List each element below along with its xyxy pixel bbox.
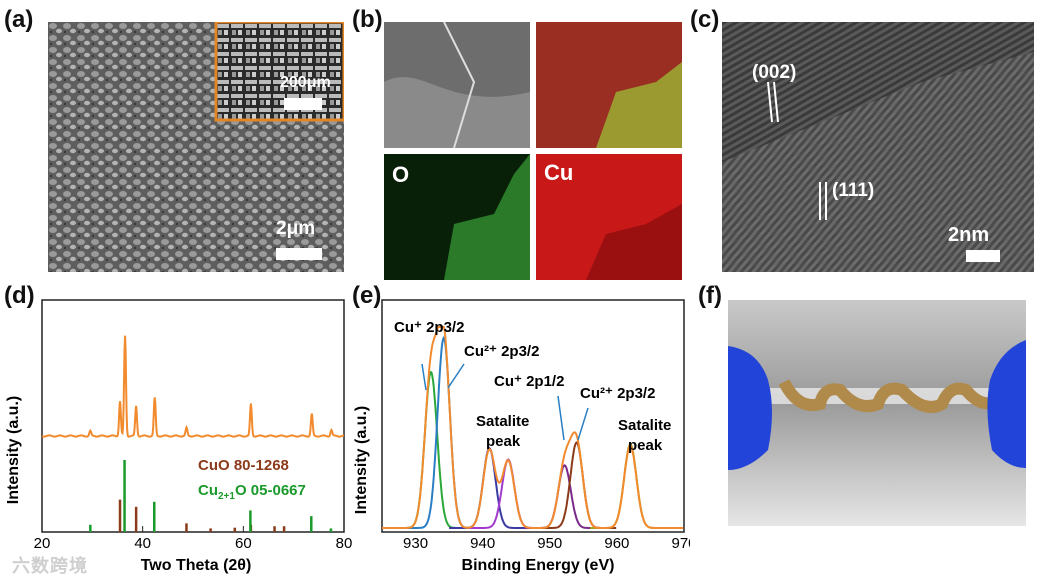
arrow-cu1-2p12: [557, 395, 565, 441]
xps-ylabel: Intensity (a.u.): [353, 406, 370, 514]
xrd-xtick-label: 20: [34, 535, 51, 552]
panel-label-c: (c): [690, 6, 720, 33]
xps-chart: Intensity (a.u.) 930 940 950 960 970 Binding…: [353, 299, 690, 574]
xps-peak: [449, 446, 529, 529]
panel-label-e: (e): [352, 282, 382, 309]
panel-label-f: (f): [698, 282, 722, 309]
xrd-xlabel: Two Theta (2θ): [141, 557, 252, 574]
panel-label-a: (a): [4, 6, 34, 33]
xps-peak: [467, 458, 548, 529]
panel-label-b: (b): [352, 6, 383, 33]
plane-111-label: (111): [832, 180, 875, 201]
flexible-electrode-photo: [728, 300, 1026, 526]
eds-sem-image: [384, 22, 530, 148]
legend-cuo: CuO 80-1268: [198, 457, 289, 474]
satellite-2-label: Satalite: [618, 417, 671, 434]
sem-scale-bar: [276, 248, 322, 260]
xrd-ylabel: Intensity (a.u.): [5, 396, 22, 504]
xps-xticks: 930 940 950 960 970: [403, 535, 690, 552]
ann-cu2-2p32-b: Cu²⁺ 2p3/2: [580, 385, 655, 402]
eds-oxygen-map: O: [384, 154, 530, 280]
hrtem-scale-bar: [966, 250, 1000, 262]
hrtem-scale-label: 2nm: [948, 224, 990, 246]
inset-scale-bar: [284, 98, 322, 110]
eds-overlay-map: [536, 22, 682, 148]
satellite-1-label: Satalite: [476, 413, 529, 430]
xps-xtick-label: 930: [403, 535, 428, 552]
xrd-measured-pattern: [41, 335, 345, 438]
plane-002-label: (002): [752, 62, 797, 83]
satellite-2-label-b: peak: [628, 437, 663, 454]
eds-oxygen-label: O: [392, 162, 410, 187]
sem-micrograph: 200μm 2μm: [48, 22, 344, 272]
ann-cu1-2p32: Cu⁺ 2p3/2: [394, 319, 464, 336]
ann-cu1-2p12: Cu⁺ 2p1/2: [494, 373, 564, 390]
xrd-xtick-label: 80: [336, 535, 353, 552]
xps-peak: [590, 443, 670, 529]
watermark: 六数跨境: [12, 556, 88, 576]
xps-xlabel: Binding Energy (eV): [462, 557, 615, 574]
xrd-chart: Intensity (a.u.) 20 40 60 80 Two Theta (2θ)…: [5, 299, 353, 574]
legend-cu2o: Cu2+1O 05-0667: [198, 482, 306, 502]
xps-xtick-label: 950: [537, 535, 562, 552]
xrd-plot-frame: [41, 299, 345, 533]
xps-plot-frame: [381, 299, 685, 533]
arrow-cu2: [447, 363, 465, 389]
eds-copper-map: Cu: [536, 154, 682, 280]
xps-xtick-label: 940: [470, 535, 495, 552]
ann-cu2-2p32: Cu²⁺ 2p3/2: [464, 343, 539, 360]
xps-peak: [403, 336, 484, 529]
panel-label-d: (d): [4, 282, 35, 309]
hrtem-image: (002) (111) 2nm: [722, 22, 1034, 272]
arrow-cu2-2p12: [577, 407, 589, 441]
xps-xtick-label: 960: [604, 535, 629, 552]
xps-envelope: [382, 325, 684, 529]
xrd-xticks: 20 40 60 80: [34, 526, 353, 552]
eds-copper-label: Cu: [544, 160, 574, 185]
sem-scale-label: 2μm: [276, 218, 316, 239]
inset-scale-label: 200μm: [280, 74, 331, 91]
xrd-reference-sticks: [89, 460, 333, 532]
xps-xtick-label: 970: [671, 535, 690, 552]
xrd-xtick-label: 40: [134, 535, 151, 552]
satellite-1-label-b: peak: [486, 433, 521, 450]
xrd-xtick-label: 60: [235, 535, 252, 552]
arrow-cu1: [421, 363, 427, 391]
